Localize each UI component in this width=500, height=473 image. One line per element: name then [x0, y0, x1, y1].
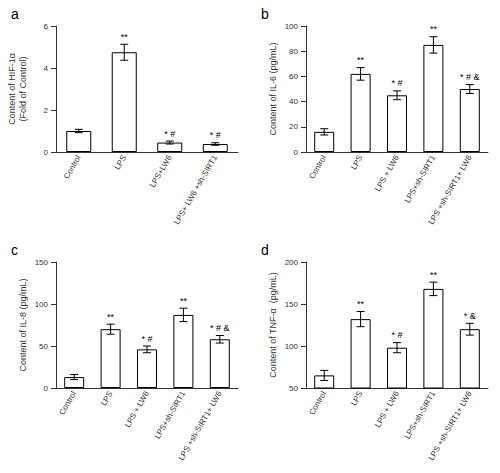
- svg-text:Control: Control: [57, 390, 78, 417]
- svg-text:* &: * &: [464, 311, 476, 321]
- svg-text:(Fold of Control): (Fold of Control): [18, 56, 28, 121]
- svg-text:* #: * #: [141, 334, 152, 344]
- svg-text:b: b: [261, 6, 269, 22]
- svg-text:LPS+sh-SIRT1: LPS+sh-SIRT1: [403, 389, 438, 440]
- svg-text:100: 100: [285, 342, 299, 351]
- svg-text:4: 4: [44, 64, 49, 73]
- svg-text:LPS + LW6: LPS + LW6: [373, 153, 401, 193]
- svg-text:100: 100: [35, 300, 49, 309]
- svg-text:LPS+LW6: LPS+LW6: [148, 153, 174, 189]
- svg-text:**: **: [121, 32, 129, 42]
- svg-text:LPS+ LW6 +sh-SIRT1: LPS+ LW6 +sh-SIRT1: [172, 153, 219, 226]
- svg-text:**: **: [430, 270, 438, 280]
- svg-text:200: 200: [285, 258, 299, 267]
- svg-text:**: **: [430, 24, 438, 34]
- svg-text:20: 20: [289, 122, 298, 131]
- svg-text:LPS: LPS: [99, 390, 114, 408]
- svg-text:LPS +sh-SIRT1+ LW6: LPS +sh-SIRT1+ LW6: [427, 389, 474, 462]
- svg-text:0: 0: [294, 148, 299, 157]
- svg-text:Control: Control: [307, 154, 328, 181]
- svg-text:Content of IL-6 (pg/mL): Content of IL-6 (pg/mL): [268, 42, 278, 135]
- svg-text:* #: * #: [210, 130, 221, 140]
- svg-text:* # &: * # &: [460, 72, 480, 82]
- svg-text:LPS+sh-SIRT1: LPS+sh-SIRT1: [403, 153, 438, 204]
- svg-text:* #: * #: [391, 78, 402, 88]
- svg-text:150: 150: [285, 300, 299, 309]
- svg-text:Control: Control: [307, 390, 328, 417]
- svg-text:50: 50: [39, 342, 48, 351]
- svg-text:LPS: LPS: [349, 154, 364, 172]
- svg-text:Control: Control: [62, 154, 83, 181]
- svg-text:LPS: LPS: [349, 390, 364, 408]
- svg-text:* # &: * # &: [210, 323, 230, 333]
- svg-text:**: **: [357, 299, 365, 309]
- svg-text:Content of TNF-α (pg/mL): Content of TNF-α (pg/mL): [268, 272, 278, 378]
- svg-text:LPS + LW6: LPS + LW6: [123, 389, 151, 429]
- svg-text:LPS: LPS: [113, 154, 128, 172]
- svg-text:**: **: [357, 55, 365, 65]
- svg-text:150: 150: [35, 258, 49, 267]
- svg-text:2: 2: [44, 106, 49, 115]
- svg-text:40: 40: [289, 97, 298, 106]
- svg-text:**: **: [180, 296, 188, 306]
- svg-text:0: 0: [44, 148, 49, 157]
- svg-text:* #: * #: [391, 330, 402, 340]
- svg-text:Content of HIF-1α: Content of HIF-1α: [7, 53, 17, 125]
- svg-text:d: d: [261, 242, 269, 258]
- svg-text:Content of IL-8 (pg/mL): Content of IL-8 (pg/mL): [18, 278, 28, 371]
- svg-text:c: c: [11, 242, 18, 258]
- svg-text:6: 6: [44, 22, 49, 31]
- svg-text:80: 80: [289, 47, 298, 56]
- svg-text:LPS +sh-SIRT1+ LW6: LPS +sh-SIRT1+ LW6: [427, 153, 474, 226]
- svg-text:a: a: [11, 6, 19, 22]
- svg-text:LPS +sh-SIRT1+ LW6: LPS +sh-SIRT1+ LW6: [177, 389, 224, 462]
- svg-text:0: 0: [44, 384, 49, 393]
- svg-text:* #: * #: [164, 129, 175, 139]
- svg-text:LPS + LW6: LPS + LW6: [373, 389, 401, 429]
- svg-text:100: 100: [285, 22, 299, 31]
- svg-text:60: 60: [289, 72, 298, 81]
- svg-text:LPS+sh-SIRT1: LPS+sh-SIRT1: [153, 389, 188, 440]
- svg-text:50: 50: [289, 384, 298, 393]
- svg-text:**: **: [107, 312, 115, 322]
